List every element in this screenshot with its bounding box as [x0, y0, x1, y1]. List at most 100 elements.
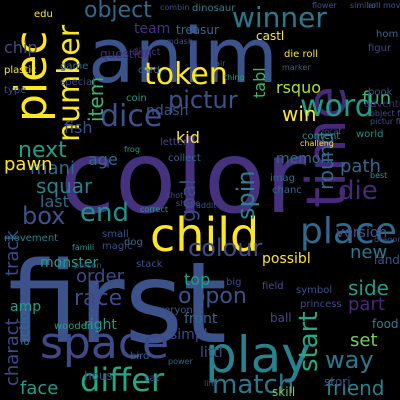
word-card: card: [138, 65, 160, 76]
word-locat: locat: [322, 127, 342, 136]
word-monster: monster: [40, 255, 99, 271]
word-play: play: [205, 326, 311, 384]
word-chanc: chanc: [272, 185, 302, 196]
word-race: race: [74, 286, 123, 311]
word-side: side: [348, 276, 389, 300]
word-space: space: [40, 318, 170, 369]
word-shot: shot: [166, 191, 184, 200]
word-start: start: [294, 311, 324, 372]
word-dog: dog: [124, 237, 143, 248]
word-amp: amp: [10, 299, 42, 315]
word-top: top: [184, 270, 211, 289]
word-child: child: [150, 208, 260, 262]
word-possibl: possibl: [262, 251, 311, 267]
word-ndash: ndash: [146, 103, 189, 119]
word-order: order: [76, 266, 124, 287]
word-object-first: object first: [370, 109, 400, 118]
word-dragon: dragon: [374, 235, 400, 244]
word-adventur: adventur: [364, 99, 400, 110]
word-way: way: [325, 346, 374, 374]
word-mdash: mdash: [166, 37, 194, 46]
word-hom: hom: [376, 29, 399, 40]
word-pictur: pictur: [168, 86, 238, 114]
word-marker: marker: [282, 63, 311, 72]
word-fun: fun: [362, 88, 392, 109]
word-treasur: treasur: [176, 23, 219, 37]
word-face: face: [20, 378, 59, 399]
word-bird: bird: [130, 351, 150, 362]
word-frog: frog: [124, 145, 140, 154]
word-similar: similar: [350, 1, 377, 10]
word-object: object: [84, 0, 152, 23]
word-rsquo: rsquo: [276, 78, 321, 97]
word-box: box: [22, 202, 66, 230]
word-differ: differ: [80, 361, 165, 399]
word-coin: coin: [126, 93, 147, 104]
word-tabl: tabl: [250, 67, 269, 98]
word-power: power: [168, 357, 193, 366]
word-land: land: [374, 253, 400, 267]
word-imag: imag: [270, 173, 295, 184]
word-pictur-first: pictur first: [370, 117, 400, 126]
word-princess: princess: [300, 299, 342, 310]
word-set: set: [350, 330, 378, 351]
word-castl: castl: [256, 29, 285, 43]
word-pawn: pawn: [4, 154, 53, 175]
word-part: part: [348, 294, 385, 315]
word-flower: flower: [312, 1, 337, 10]
word-dice: dice: [100, 99, 163, 134]
word-edu: edu: [34, 9, 53, 20]
word-new: new: [350, 242, 388, 263]
word-front: front: [184, 311, 218, 327]
word-type: type: [4, 85, 27, 96]
word-small: small: [102, 229, 129, 240]
word-famili: famili: [72, 243, 95, 252]
word-movement: movement: [4, 233, 59, 244]
word-dinosaur: dinosaur: [192, 3, 236, 14]
word-color: color: [60, 119, 307, 236]
word-token: token: [144, 57, 228, 92]
word-last: last: [40, 192, 69, 211]
word-person: person: [74, 261, 102, 270]
word-direct: direct: [132, 47, 161, 58]
word-thing: thing: [224, 73, 245, 82]
word-kid: kid: [176, 128, 200, 147]
word-spin: spin: [232, 170, 260, 220]
word-path: path: [340, 156, 381, 177]
word-addit: addit: [196, 201, 217, 210]
word-life: life: [204, 379, 217, 388]
word-die: die: [338, 176, 378, 206]
word-littl: littl: [200, 345, 223, 361]
word-team: team: [134, 21, 171, 37]
word-fish: fish: [64, 118, 93, 137]
word-wooden: wooden: [54, 321, 94, 332]
word-food: food: [372, 317, 399, 331]
word-first: first: [8, 239, 227, 369]
word-content: content: [302, 131, 341, 142]
word-age: age: [88, 150, 118, 169]
word-friend: friend: [326, 376, 385, 400]
word-roll-move: roll move: [368, 1, 400, 10]
word-colour: colour: [188, 234, 263, 262]
word-place: place: [300, 211, 397, 252]
word-world: world: [356, 129, 384, 140]
word-everyon: everyon: [152, 305, 193, 316]
word-letter: letter: [160, 137, 188, 148]
word-big: big: [226, 277, 242, 288]
word-figur: figur: [368, 43, 392, 54]
word-plastic: plastic: [4, 65, 37, 76]
word-skill: skill: [272, 385, 296, 399]
word-match: match: [212, 370, 295, 400]
word-magic: magic: [102, 241, 133, 252]
word-symbol: symbol: [296, 285, 333, 296]
word-mani: mani: [30, 158, 75, 179]
word-die-roll: die roll: [284, 49, 319, 60]
word-word: word: [300, 89, 374, 124]
word-pair: pair: [210, 59, 226, 68]
word-book: book: [368, 87, 393, 98]
word-game: game: [60, 61, 89, 72]
word-best: best: [370, 171, 388, 180]
word-field: field: [262, 281, 284, 292]
word-win: win: [282, 102, 317, 126]
